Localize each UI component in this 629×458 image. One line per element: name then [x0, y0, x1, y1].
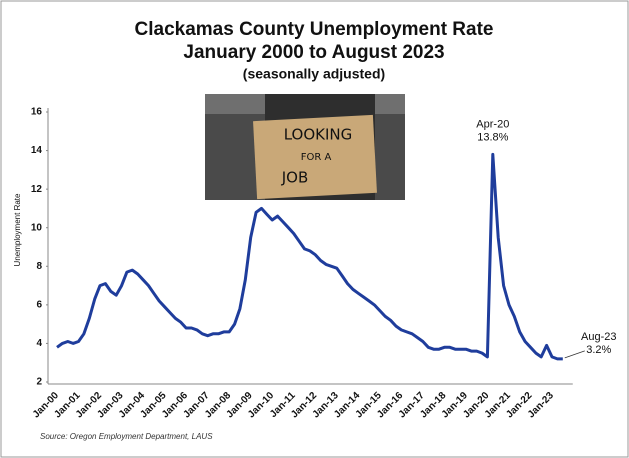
- annotation: 13.8%: [477, 131, 508, 143]
- sign-text: LOOKING: [284, 126, 353, 144]
- source: Source: Oregon Employment Department, LA…: [40, 432, 213, 441]
- y-tick-label: 4: [36, 338, 42, 349]
- line-series: [56, 152, 563, 361]
- y-tick-label: 16: [31, 107, 43, 118]
- annotation: Aug-23: [581, 331, 616, 343]
- annotation: 3.2%: [586, 344, 611, 356]
- sign-text: FOR A: [301, 152, 332, 163]
- annotation: Apr-20: [476, 118, 509, 130]
- chart-note: (seasonally adjusted): [243, 66, 385, 82]
- chart-subtitle: January 2000 to August 2023: [183, 42, 444, 63]
- chart-title: Clackamas County Unemployment Rate: [135, 19, 494, 40]
- leader-line: [564, 350, 585, 359]
- photo: LOOKING FOR A JOB: [205, 94, 405, 200]
- y-tick-label: 10: [31, 222, 43, 233]
- y-tick-label: 6: [36, 299, 42, 310]
- y-tick-label: 12: [31, 184, 43, 195]
- y-axis-label: Unemployment Rate: [13, 193, 22, 266]
- y-tick-label: 2: [36, 377, 42, 388]
- y-tick-label: 14: [31, 145, 43, 156]
- y-tick-label: 8: [36, 261, 42, 272]
- sign-text: JOB: [281, 169, 309, 187]
